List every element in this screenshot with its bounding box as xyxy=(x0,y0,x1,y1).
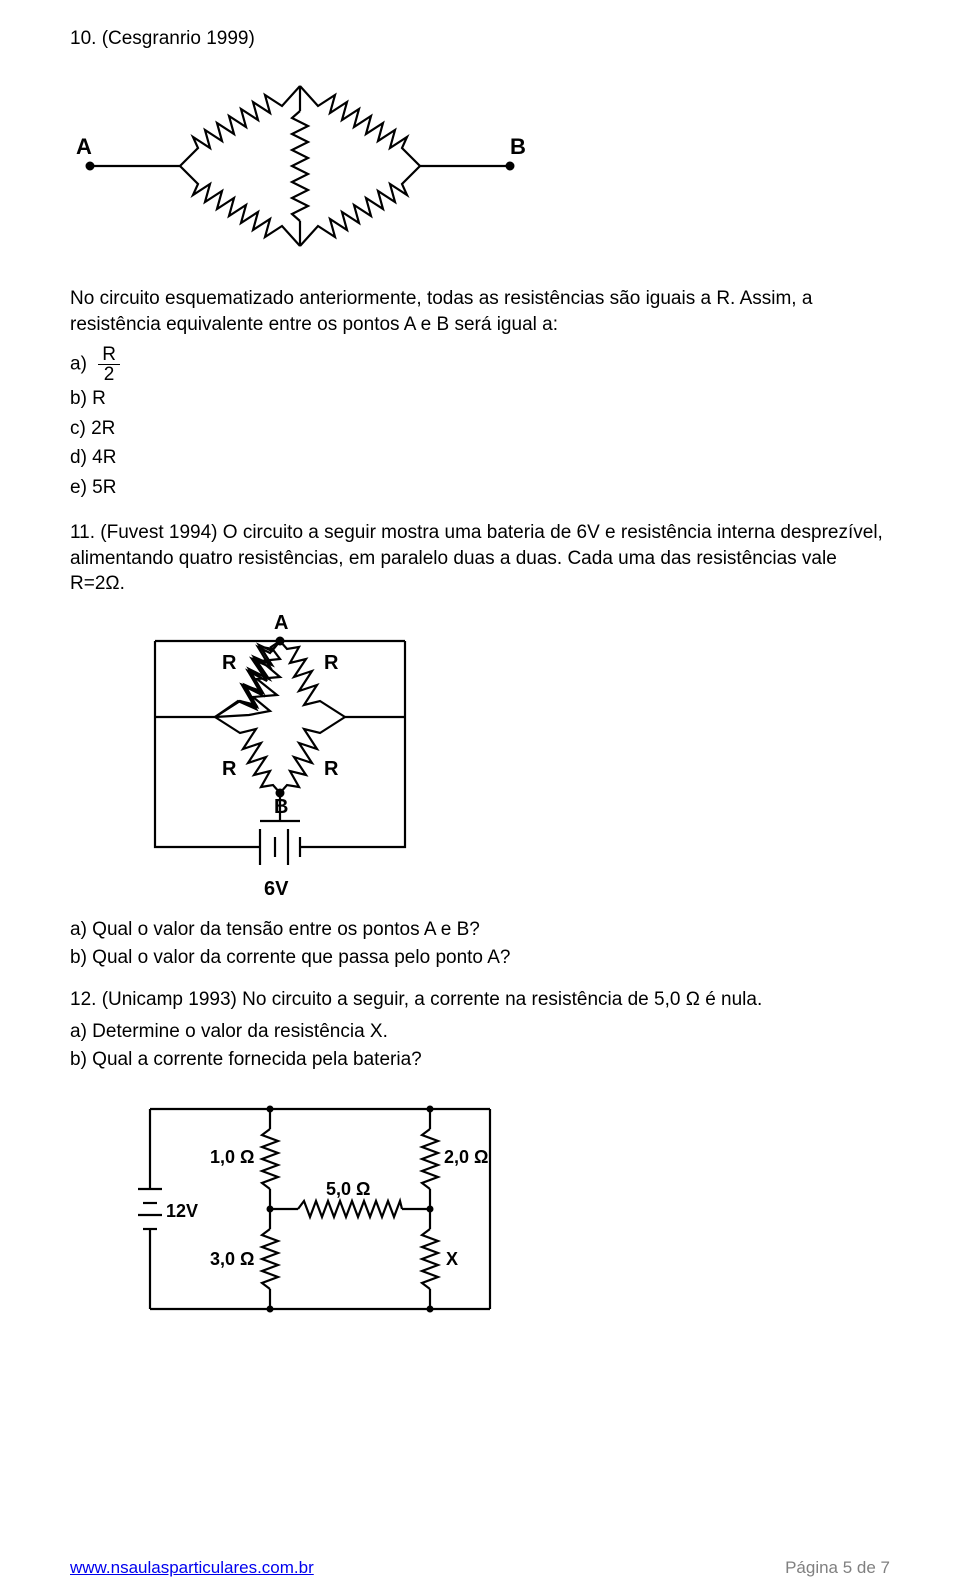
q12-figure: 12V 1,0 Ω 2,0 Ω 3,0 Ω X 5,0 Ω xyxy=(130,1089,510,1329)
q10-options: a) R 2 b) R c) 2R d) 4R e) 5R xyxy=(70,345,890,502)
q11-label-b: B xyxy=(274,796,288,818)
q10-opt-b: b) R xyxy=(70,384,890,413)
q12-label-r5: 5,0 Ω xyxy=(326,1179,370,1199)
q10-opt-a-frac: R 2 xyxy=(98,345,120,384)
q12-label-v: 12V xyxy=(166,1201,198,1221)
q11-header: 11. (Fuvest 1994) O circuito a seguir mo… xyxy=(70,520,890,597)
q11-label-r-tr: R xyxy=(324,652,339,674)
q10-frac-den: 2 xyxy=(98,365,120,384)
q11-sub-b: b) Qual o valor da corrente que passa pe… xyxy=(70,947,890,969)
q10-label-a: A xyxy=(76,134,92,159)
q10-opt-c: c) 2R xyxy=(70,414,890,443)
footer-link[interactable]: www.nsaulasparticulares.com.br xyxy=(70,1558,314,1578)
footer: www.nsaulasparticulares.com.br Página 5 … xyxy=(70,1558,890,1578)
q10-frac-num: R xyxy=(98,345,120,365)
q10-figure: A B xyxy=(70,56,530,276)
q11-label-r-tl: R xyxy=(222,652,237,674)
q11-label-r-bl: R xyxy=(222,758,237,780)
page: 10. (Cesgranrio 1999) A B No circuito es… xyxy=(0,0,960,1586)
q10-opt-a-prefix: a) xyxy=(70,354,87,375)
q11-label-v: 6V xyxy=(264,878,289,900)
q12-sub-a: a) Determine o valor da resistência X. xyxy=(70,1021,890,1043)
q10-text: No circuito esquematizado anteriormente,… xyxy=(70,286,890,337)
q12-label-r2: 2,0 Ω xyxy=(444,1147,488,1167)
footer-page: Página 5 de 7 xyxy=(785,1558,890,1578)
q10-opt-e: e) 5R xyxy=(70,473,890,502)
q10-label-b: B xyxy=(510,134,526,159)
q11-figure: 6V A B R R R R xyxy=(130,611,430,911)
q12-label-r3: 3,0 Ω xyxy=(210,1249,254,1269)
q12-label-r1: 1,0 Ω xyxy=(210,1147,254,1167)
q11-sub-a: a) Qual o valor da tensão entre os ponto… xyxy=(70,919,890,941)
q12-sub-b: b) Qual a corrente fornecida pela bateri… xyxy=(70,1049,890,1071)
q10-header: 10. (Cesgranrio 1999) xyxy=(70,28,890,50)
q10-opt-a: a) R 2 xyxy=(70,345,890,384)
q11-label-a: A xyxy=(274,612,288,634)
q11-label-r-br: R xyxy=(324,758,339,780)
q10-opt-d: d) 4R xyxy=(70,443,890,472)
q12-header: 12. (Unicamp 1993) No circuito a seguir,… xyxy=(70,987,890,1013)
q12-label-x: X xyxy=(446,1249,458,1269)
